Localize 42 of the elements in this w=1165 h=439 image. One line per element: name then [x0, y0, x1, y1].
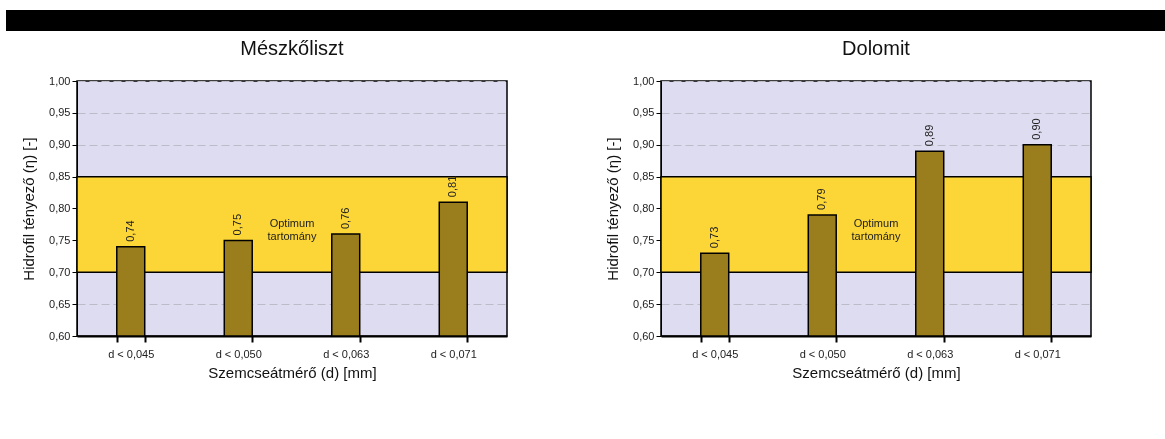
y-tick-label: 0,65	[49, 297, 71, 310]
y-tick-label: 0,95	[49, 106, 71, 119]
data-label: 0,73	[707, 226, 720, 249]
y-tick-label: 0,90	[633, 138, 655, 151]
y-axis-title: Hidrofil tényező (η) [-]	[604, 137, 622, 281]
y-tick-label: 0,80	[633, 202, 655, 214]
x-tick-label: d < 0,071	[1014, 347, 1061, 360]
y-tick-label: 1,00	[49, 74, 71, 87]
y-tick-label: 1,00	[633, 74, 655, 87]
y-tick-label: 0,80	[49, 202, 71, 214]
y-tick-label: 0,90	[49, 138, 71, 151]
y-tick-label: 0,75	[633, 233, 655, 246]
data-label: 0,79	[815, 188, 828, 210]
x-axis-title: Szemcseátmérő (d) [mm]	[792, 363, 961, 381]
x-tick-label: d < 0,045	[692, 347, 739, 360]
data-label: 0,74	[123, 220, 136, 242]
x-tick-label: d < 0,063	[323, 347, 370, 360]
y-tick-label: 0,60	[49, 329, 71, 342]
y-axis-title: Hidrofil tényező (η) [-]	[20, 137, 38, 281]
y-tick-label: 0,70	[49, 265, 71, 278]
chart-title: Dolomit	[842, 37, 911, 59]
x-tick-label: d < 0,071	[430, 347, 477, 360]
x-tick-label: d < 0,045	[108, 347, 155, 360]
data-label: 0,76	[338, 207, 351, 229]
x-tick-label: d < 0,050	[215, 347, 262, 360]
data-label: 0,81	[446, 175, 459, 198]
band-label: Optimum tartomány	[267, 217, 317, 243]
data-label: 0,89	[922, 124, 935, 147]
y-tick-label: 0,70	[633, 265, 655, 278]
x-tick-label: d < 0,050	[799, 347, 846, 360]
x-tick-label: d < 0,063	[907, 347, 954, 360]
band-label: Optimum tartomány	[851, 217, 901, 243]
y-tick-label: 0,95	[633, 106, 655, 119]
y-tick-label: 0,75	[49, 233, 71, 246]
data-label: 0,75	[231, 213, 244, 236]
chart-title: Mészkőliszt	[240, 37, 345, 59]
y-tick-label: 0,60	[633, 329, 655, 342]
data-label: 0,90	[1030, 118, 1043, 140]
y-tick-label: 0,85	[633, 170, 655, 183]
y-tick-label: 0,85	[49, 170, 71, 183]
y-tick-label: 0,65	[633, 297, 655, 310]
x-axis-title: Szemcseátmérő (d) [mm]	[208, 363, 377, 381]
